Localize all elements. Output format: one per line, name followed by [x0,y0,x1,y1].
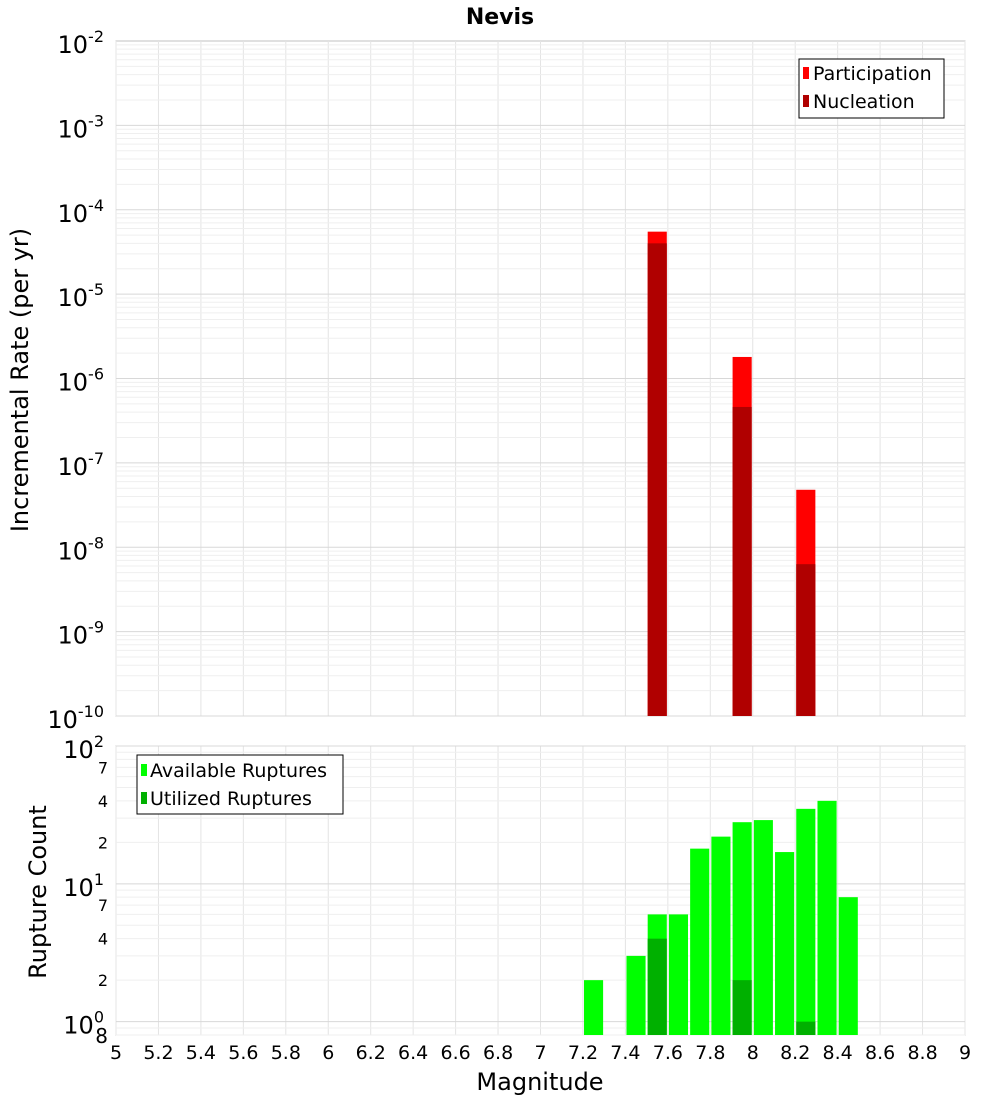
count-y-major-tick-label: 101 [63,870,104,902]
available-ruptures-bar [753,820,773,1035]
count-y-major-tick-label: 100 [63,1008,104,1040]
count-y-tick-labels: 102 101 100 7 4 2 7 4 2 8 [63,732,108,1048]
x-tick-label: 8.8 [907,1042,937,1064]
count-legend: Available Ruptures Utilized Ruptures [136,754,344,815]
rate-y-tick-label: 10-2 [58,27,105,59]
count-y-minor-tick-label: 4 [98,930,108,949]
x-tick-label: 8.6 [865,1042,895,1064]
count-panel: 102 101 100 7 4 2 7 4 2 8 5 5.2 5.4 5.6 5.8 6 6.2 6.4 6.6… [24,732,971,1096]
nucleation-bar [732,406,752,716]
available-ruptures-bar [775,852,795,1035]
rate-y-axis-label: Incremental Rate (per yr) [6,228,34,532]
rate-y-tick-label: 10-6 [58,365,105,397]
x-tick-label: 7.8 [695,1042,725,1064]
count-y-minor-tick-label: 8 [95,1024,108,1048]
legend-label-available: Available Ruptures [150,760,327,782]
legend-label-utilized: Utilized Ruptures [150,788,312,810]
count-y-minor-tick-label: 2 [98,833,108,852]
x-tick-label: 8 [747,1042,759,1064]
rate-y-tick-label: 10-10 [47,702,104,734]
legend-swatch-nucleation [803,95,809,107]
x-tick-label: 6 [322,1042,334,1064]
nucleation-bar [647,243,667,717]
utilized-ruptures-bar [732,980,752,1035]
legend-swatch-utilized [141,792,147,804]
available-ruptures-bar [711,836,731,1035]
x-tick-label: 7.4 [610,1042,640,1064]
rate-bars [647,231,816,717]
count-y-minor-tick-label: 7 [98,758,108,777]
legend-swatch-participation [803,67,809,79]
available-ruptures-bar [584,980,604,1035]
chart-title: Nevis [466,5,534,30]
x-tick-label: 5 [110,1042,122,1064]
x-tick-label: 7.2 [568,1042,598,1064]
nucleation-bar [796,564,816,716]
rate-y-tick-label: 10-7 [58,449,105,481]
x-tick-label: 5.2 [143,1042,173,1064]
count-x-tick-labels: 5 5.2 5.4 5.6 5.8 6 6.2 6.4 6.6 6.8 7 7.2 7.4 7.6 7.8 8… [110,1042,971,1064]
x-tick-label: 7.6 [653,1042,683,1064]
count-y-major-tick-label: 102 [63,732,104,764]
available-ruptures-bar [668,914,689,1035]
rate-gridlines [115,41,966,717]
available-ruptures-bar [626,955,646,1035]
count-y-axis-label: Rupture Count [24,805,52,979]
x-axis-label: Magnitude [476,1068,603,1096]
x-tick-label: 5.4 [186,1042,216,1064]
count-bars [584,800,858,1035]
count-y-minor-tick-label: 4 [98,792,108,811]
rate-panel: 10-2 10-3 10-4 10-5 10-6 10-7 10-8 10-9 10-10 In… [6,27,966,734]
x-tick-label: 8.2 [780,1042,810,1064]
rate-y-tick-label: 10-5 [58,280,105,312]
rate-y-tick-labels: 10-2 10-3 10-4 10-5 10-6 10-7 10-8 10-9 10-10 [47,27,104,734]
available-ruptures-bar [838,897,858,1035]
x-tick-label: 5.6 [228,1042,258,1064]
legend-label-participation: Participation [813,63,932,85]
utilized-ruptures-bar [647,938,667,1035]
x-tick-label: 9 [959,1042,971,1064]
legend-label-nucleation: Nucleation [813,91,915,113]
rate-y-tick-label: 10-3 [58,111,105,143]
x-tick-label: 6.4 [398,1042,428,1064]
rate-y-tick-label: 10-4 [58,196,105,228]
available-ruptures-bar [817,800,837,1035]
x-tick-label: 8.4 [823,1042,853,1064]
rate-legend: Participation Nucleation [798,58,945,119]
x-tick-label: 7 [534,1042,546,1064]
rate-y-tick-label: 10-9 [58,618,105,650]
available-ruptures-bar [796,808,816,1035]
x-tick-label: 6.2 [356,1042,386,1064]
x-tick-label: 5.8 [271,1042,301,1064]
x-tick-label: 6.8 [483,1042,513,1064]
available-ruptures-bar [690,848,710,1035]
count-y-minor-tick-label: 2 [98,971,108,990]
rate-y-tick-label: 10-8 [58,533,105,565]
count-y-minor-tick-label: 7 [98,896,108,915]
legend-swatch-available [141,764,147,776]
utilized-ruptures-bar [796,1021,816,1035]
x-tick-label: 6.6 [440,1042,470,1064]
